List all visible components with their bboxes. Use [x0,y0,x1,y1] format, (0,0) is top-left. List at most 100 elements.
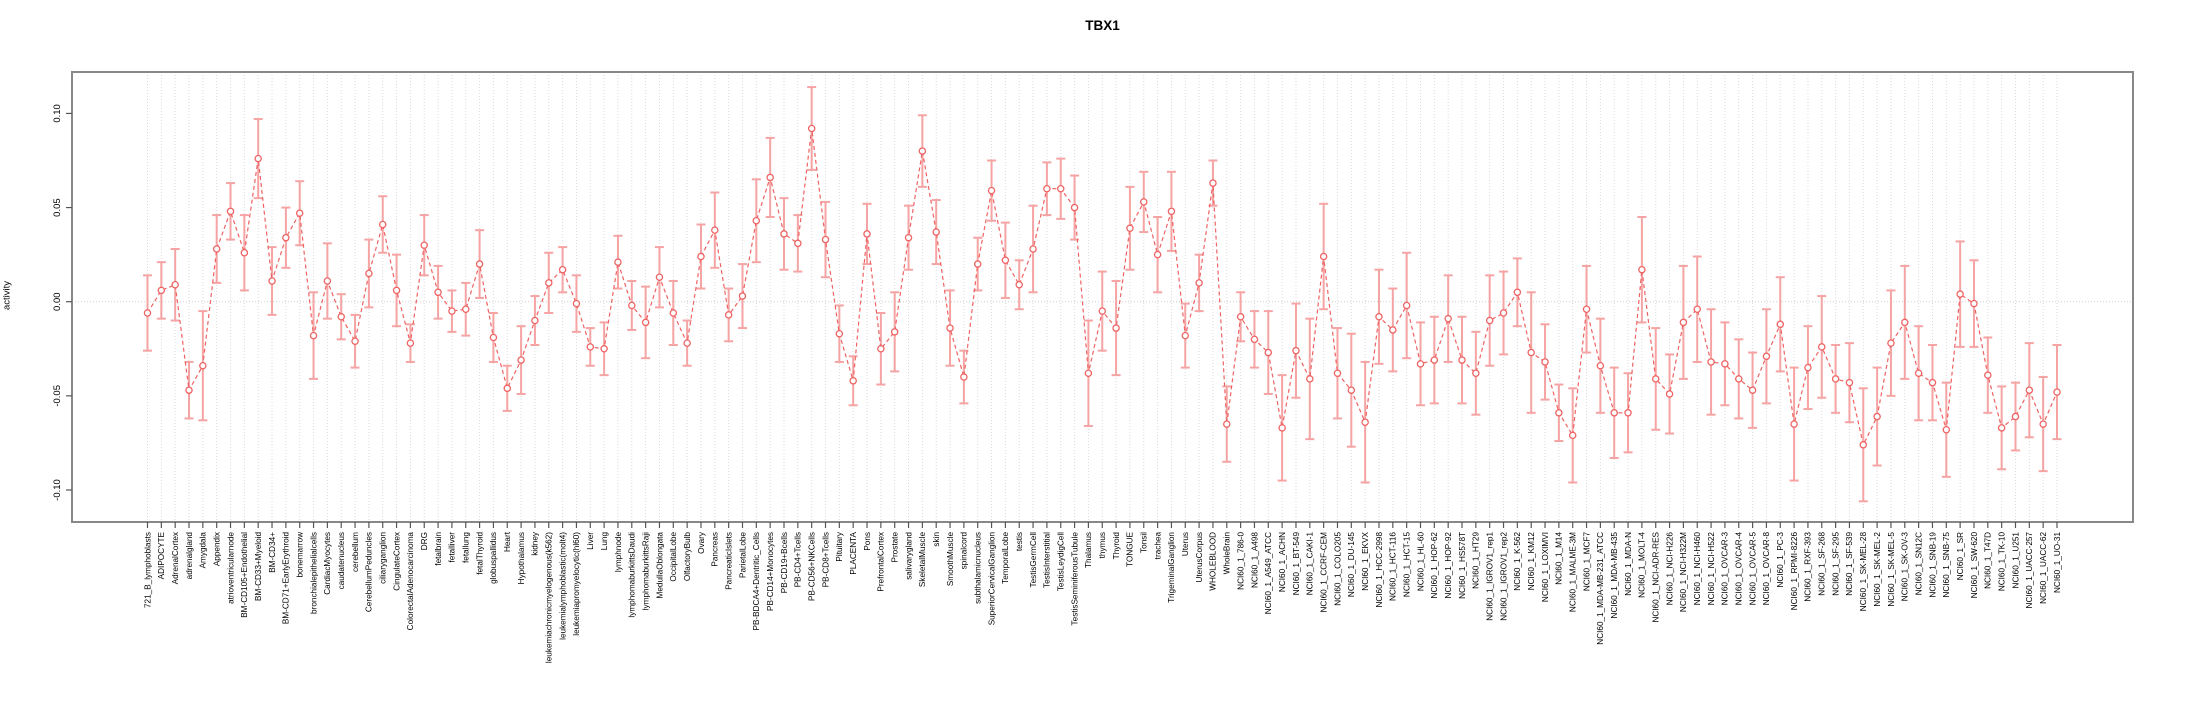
x-tick-label: Thyroid [1112,532,1121,560]
x-tick-label: NCI60_1_M14 [1555,532,1564,585]
data-point [877,345,885,353]
data-point [849,377,857,385]
x-tick-label: ciliaryganglion [379,532,388,584]
data-point [1195,279,1203,287]
x-tick-label: PancreaticIslets [724,532,733,590]
x-tick-label: NCI60_1_OVCAR-4 [1735,532,1744,606]
data-point [724,311,733,319]
data-point [807,124,816,133]
data-point [1541,358,1549,366]
data-point [1084,369,1093,378]
x-tick-label: NCI60_1_MCF7 [1582,532,1591,592]
data-point [268,277,276,285]
data-point [1513,288,1522,297]
data-point [1181,331,1190,340]
x-tick-label: PLACENTA [849,531,858,574]
data-point [1582,305,1591,313]
data-point [1223,420,1231,428]
x-tick-label: NCI60_1_NCI-H226 [1665,532,1674,606]
x-tick-label: Liver [586,532,595,550]
x-tick-label: NCI60_1_HT29 [1472,532,1481,589]
x-tick-label: NCI60_1_SNB-75 [1942,532,1951,598]
data-point [1624,409,1632,417]
data-point [365,269,373,278]
x-tick-label: NCI60_1_HOP-62 [1430,532,1439,599]
data-point [1236,313,1245,321]
data-point [1375,313,1383,321]
x-tick-label: UterusCorpus [1195,532,1204,583]
x-tick-label: NCI60_1_U251 [2011,532,2020,589]
x-tick-label: ParietalLobe [738,532,747,578]
x-tick-label: NCI60_1_SR [1956,532,1965,580]
y-tick-label: 0.10 [52,104,63,123]
data-point [254,154,262,163]
x-tick-label: PB-CD56+NKCells [807,532,816,601]
x-tick-label: TrigeminalGanglion [1167,532,1176,603]
x-tick-label: TestisSeminiferousTubule [1070,532,1079,626]
x-tick-label: NCI60_1_MALME-3M [1569,532,1578,612]
x-tick-label: atrioventricularnode [226,532,235,604]
data-point [1873,412,1881,421]
x-tick-label: NCI60_1_CAKI-1 [1306,532,1315,596]
data-point [378,220,387,229]
x-tick-label: leukemiapromyelocytic(hl60) [572,532,581,636]
x-tick-label: AdrenalCortex [171,532,180,584]
x-tick-label: BM-CD33+Myeloid [254,532,263,601]
x-tick-label: leukemiachronicmyelogenous(k562) [545,532,554,663]
data-point [1250,335,1259,344]
data-point [2053,388,2061,396]
x-tick-label: PB-CD4+Tcells [794,532,803,587]
data-point [904,233,913,242]
x-tick-label: NCI60_1_T47D [1984,532,1993,589]
x-tick-label: NCI60_1_NCI-H322M [1679,532,1688,612]
x-tick-label: WholeBrain [1223,532,1232,575]
x-tick-label: 721_B_lymphoblasts [143,532,152,608]
data-point [890,328,899,336]
data-point [1167,207,1176,216]
x-tick-label: NCI60_1_OVCAR-3 [1721,532,1730,606]
data-point [1707,358,1715,366]
x-tick-label: NCI60_1_MOLT-4 [1638,532,1647,598]
data-point [1804,363,1812,372]
x-tick-label: WHOLEBLOOD [1209,532,1218,591]
x-tick-label: Pons [863,532,872,551]
data-point [780,230,788,238]
x-tick-label: Lung [600,532,609,551]
data-point [406,339,415,347]
x-tick-label: Thalamus [1084,532,1093,568]
x-tick-label: ColorectalAdenocarcinoma [406,532,415,631]
data-point [1859,441,1868,449]
x-tick-label: cerebellum [351,532,360,572]
data-point [1679,318,1688,327]
data-point [489,333,498,342]
data-point [946,324,954,332]
data-point [434,288,442,297]
x-tick-label: TestisInterstitial [1043,532,1052,588]
data-point [1665,390,1674,398]
data-point [1831,375,1840,383]
x-tick-label: salivarygland [904,532,913,580]
x-tick-label: OccipitalLobe [669,532,678,582]
x-tick-label: testis [1015,532,1024,551]
data-point [1596,361,1605,370]
x-tick-label: NCI60_1_NCI-ADR-RES [1652,531,1661,622]
x-tick-label: NCI60_1_RXF-393 [1804,532,1813,602]
data-point [1001,256,1010,265]
x-tick-label: NCI60_1_HL-60 [1416,532,1425,592]
x-tick-label: BM-CD34+ [268,532,277,573]
data-point [1430,356,1439,364]
data-point [1153,250,1162,259]
x-tick-label: NCI60_1_SNB-19 [1928,532,1937,598]
x-tick-label: TestisLeydigCell [1057,532,1066,591]
x-tick-label: CardiacMyocytes [323,532,332,595]
x-tick-label: NCI60_1_HCT-15 [1402,532,1411,598]
data-point [628,301,636,310]
data-point [572,299,581,308]
x-tick-label: fetalThyroid [475,532,484,575]
x-tick-label: NCI60_1_UO-31 [2053,532,2062,593]
data-point [503,384,512,393]
x-tick-label: PB-CD19+Bcells [780,532,789,593]
data-point [240,249,249,257]
x-tick-label: SmoothMuscle [946,532,955,587]
